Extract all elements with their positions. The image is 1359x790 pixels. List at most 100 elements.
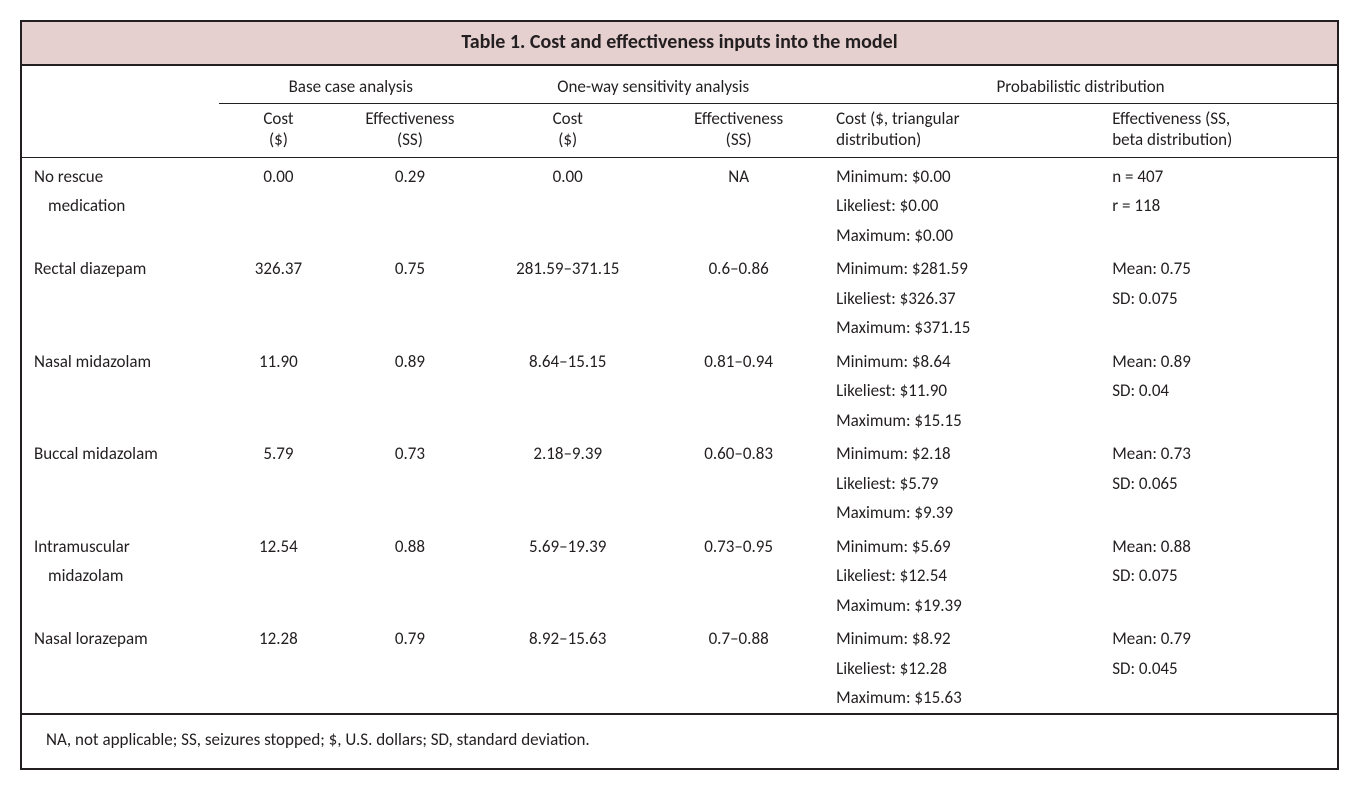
table-row: Buccal midazolam5.790.732.18–9.390.60–0.… [22,435,1337,469]
cell-base-eff [338,469,483,499]
table-row: Nasal lorazepam12.280.798.92–15.630.7–0.… [22,620,1337,654]
cell-ow-eff [653,591,824,621]
row-label [22,498,219,528]
row-label [22,284,219,314]
cell-base-cost [219,221,337,251]
cell-ow-cost [482,284,653,314]
cell-pd-cost: Minimum: $2.18 [824,435,1100,469]
table-row: Maximum: $371.15 [22,313,1337,343]
cell-ow-cost: 5.69–19.39 [482,528,653,562]
cell-pd-cost: Minimum: $281.59 [824,250,1100,284]
subheader-blank [22,104,219,157]
cell-pd-eff: Mean: 0.88 [1100,528,1337,562]
row-label [22,683,219,714]
cell-pd-eff: n = 407 [1100,157,1337,191]
row-label: Intramuscular [22,528,219,562]
cell-pd-eff [1100,498,1337,528]
cell-ow-cost [482,313,653,343]
row-label [22,313,219,343]
cell-ow-eff [653,469,824,499]
cell-base-eff: 0.88 [338,528,483,562]
cell-ow-cost [482,561,653,591]
cell-base-cost [219,561,337,591]
cell-ow-eff: NA [653,157,824,191]
subheader-ow-eff: Effectiveness(SS) [653,104,824,157]
subheader-pd-eff: Effectiveness (SS,beta distribution) [1100,104,1337,157]
header-group-base: Base case analysis [219,66,482,104]
cell-pd-eff [1100,313,1337,343]
cell-ow-cost [482,654,653,684]
table-row: Maximum: $15.15 [22,406,1337,436]
row-label [22,221,219,251]
cell-base-cost [219,284,337,314]
table-row: Maximum: $19.39 [22,591,1337,621]
cell-base-cost: 326.37 [219,250,337,284]
table-row: Likeliest: $326.37SD: 0.075 [22,284,1337,314]
cell-base-cost [219,683,337,714]
cell-base-cost [219,313,337,343]
cell-pd-cost: Maximum: $0.00 [824,221,1100,251]
cell-base-cost [219,376,337,406]
cell-pd-eff: SD: 0.04 [1100,376,1337,406]
cell-base-cost: 12.54 [219,528,337,562]
cell-ow-cost [482,191,653,221]
cell-ow-cost [482,591,653,621]
cell-ow-eff [653,654,824,684]
cell-ow-eff [653,561,824,591]
table-frame: Table 1. Cost and effectiveness inputs i… [20,20,1339,770]
cell-base-cost [219,406,337,436]
cell-base-eff [338,654,483,684]
table-row: Maximum: $0.00 [22,221,1337,251]
cell-pd-cost: Minimum: $8.92 [824,620,1100,654]
cell-pd-eff: Mean: 0.73 [1100,435,1337,469]
cell-ow-eff [653,406,824,436]
cell-base-cost: 12.28 [219,620,337,654]
row-label [22,406,219,436]
subheader-base-eff: Effectiveness(SS) [338,104,483,157]
cell-base-cost [219,654,337,684]
cell-pd-cost: Maximum: $15.15 [824,406,1100,436]
header-group-prob: Probabilistic distribution [824,66,1337,104]
cell-ow-cost: 0.00 [482,157,653,191]
cell-pd-cost: Likeliest: $0.00 [824,191,1100,221]
row-label [22,376,219,406]
table-row: Likeliest: $5.79SD: 0.065 [22,469,1337,499]
row-label [22,591,219,621]
header-group-oneway: One-way sensitivity analysis [482,66,824,104]
cell-ow-eff [653,313,824,343]
cell-pd-cost: Likeliest: $326.37 [824,284,1100,314]
cell-base-eff: 0.73 [338,435,483,469]
cell-ow-eff: 0.73–0.95 [653,528,824,562]
row-label: midazolam [22,561,219,591]
row-label [22,654,219,684]
cell-ow-cost [482,406,653,436]
cell-ow-eff [653,221,824,251]
cell-ow-eff [653,191,824,221]
cell-base-cost: 11.90 [219,343,337,377]
cell-pd-eff: Mean: 0.89 [1100,343,1337,377]
cell-base-eff [338,561,483,591]
cell-pd-eff: r = 118 [1100,191,1337,221]
table-title: Table 1. Cost and effectiveness inputs i… [22,22,1337,66]
cell-pd-cost: Maximum: $371.15 [824,313,1100,343]
row-label: Nasal lorazepam [22,620,219,654]
cell-base-eff: 0.75 [338,250,483,284]
cell-base-eff [338,591,483,621]
table-row: medicationLikeliest: $0.00r = 118 [22,191,1337,221]
row-label: Buccal midazolam [22,435,219,469]
table-footnote: NA, not applicable; SS, seizures stopped… [22,714,1337,768]
cell-pd-cost: Maximum: $15.63 [824,683,1100,714]
cell-ow-cost: 8.64–15.15 [482,343,653,377]
cell-ow-eff: 0.81–0.94 [653,343,824,377]
row-label: Nasal midazolam [22,343,219,377]
subheader-pd-cost: Cost ($, triangulardistribution) [824,104,1100,157]
cell-base-eff [338,191,483,221]
cell-base-eff [338,376,483,406]
cell-base-eff [338,284,483,314]
cell-base-cost [219,498,337,528]
cell-pd-eff [1100,221,1337,251]
cell-pd-cost: Likeliest: $11.90 [824,376,1100,406]
table-row: Likeliest: $11.90SD: 0.04 [22,376,1337,406]
row-label [22,469,219,499]
table-row: Rectal diazepam326.370.75281.59–371.150.… [22,250,1337,284]
